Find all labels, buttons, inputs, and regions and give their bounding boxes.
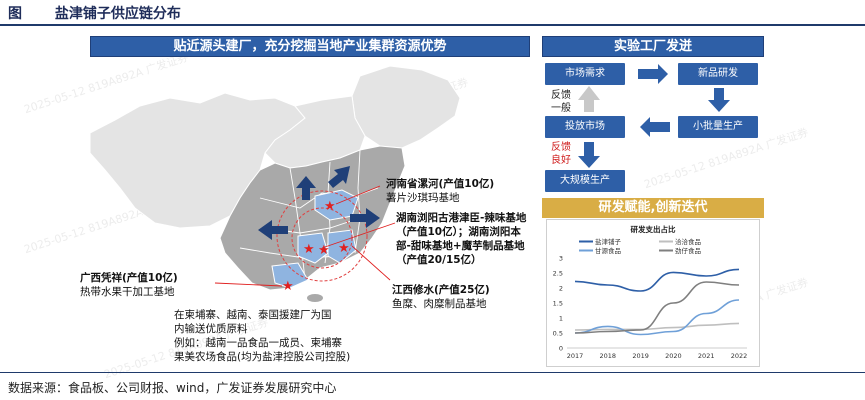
map-hunan-highlight [297,232,329,264]
star-icon-guangxi: ★ [282,279,294,294]
series-line [574,299,740,336]
hunan-annotation: 湖南浏阳古港津臣-辣味基地 （产值10亿）；湖南浏阳本 部-甜味基地+魔芋制品基… [396,211,526,267]
legend-label: 劲仔食品 [675,246,701,255]
hunan-line-4: （产值20/15亿） [396,254,482,266]
guangxi-title: 广西凭祥(产值10亿) [80,272,178,284]
top-rule [0,24,865,26]
arrow-north-icon [296,176,316,200]
x-tick-label: 2017 [567,352,584,360]
arrow-right-icon [638,64,668,84]
flow-mass-production: 大规模生产 [545,170,625,192]
arrow-east-icon [350,208,380,228]
feedback-good-line-1: 反馈 [551,142,571,153]
henan-title: 河南省漯河(产值10亿) [386,178,495,190]
x-tick-label: 2020 [665,352,682,360]
x-tick-label: 2019 [632,352,649,360]
feedback-normal-line-2: 一般 [551,103,571,114]
y-tick-label: 0.5 [553,330,563,338]
henan-desc: 薯片沙琪玛基地 [386,192,460,204]
arrow-down-blue-icon [578,142,600,168]
legend-label: 洽洽食品 [675,237,701,246]
rd-chart-frame: 研发支出占比 盐津铺子 洽洽食品甘源食品 劲仔食品 0 0.5 1 1.5 2 2.5 3 2017 2… [546,219,760,367]
sea-line-4: 果美农场食品(均为盐津控股公司控股) [174,351,351,363]
star-icon-henan: ★ [324,199,336,214]
right-banner: 实验工厂发迸 [542,36,764,57]
feedback-good-label: 反馈 良好 [551,141,571,167]
y-tick-label: 1.5 [553,300,563,308]
star-icon-hunan-1: ★ [303,242,315,257]
sea-line-3: 例如：越南一品食品一成员、柬埔寨 [174,337,342,349]
legend-label: 盐津铺子 [595,237,622,246]
x-tick-label: 2021 [698,352,715,360]
factory-stars: ★ ★ ★ ★ ★ [282,199,350,294]
star-icon-jiangxi: ★ [338,241,350,256]
bottom-rule [0,372,865,373]
guangxi-desc: 热带水果干加工基地 [80,286,175,298]
arrow-northeast-icon [328,166,350,188]
y-tick-label: 2.5 [553,270,563,278]
feedback-normal-line-1: 反馈 [551,90,571,101]
series-line [574,322,740,331]
x-tick-label: 2022 [731,352,748,360]
china-map: ★ ★ ★ ★ ★ [89,65,461,302]
y-tick-label: 0 [559,345,563,353]
southeast-asia-annotation: 在柬埔寨、越南、泰国援建厂为国 内输送优质原料 例如：越南一品食品一成员、柬埔寨… [174,308,350,364]
data-source: 数据来源：食品板、公司财报、wind，广发证券发展研究中心 [8,381,337,395]
flow-arrows [578,64,730,168]
sea-line-2: 内输送优质原料 [174,323,248,335]
sea-line-1: 在柬埔寨、越南、泰国援建厂为国 [174,309,332,321]
arrow-up-gray-icon [578,86,600,112]
feedback-normal-label: 反馈 一般 [551,89,571,115]
figure-title-text: 盐津铺子供应链分布 [54,6,181,22]
y-tick-label: 3 [559,255,563,263]
legend-label: 甘源食品 [595,246,621,255]
star-icon-hunan-2: ★ [318,243,330,258]
hunan-line-3: 部-甜味基地+魔芋制品基地 [396,240,525,252]
map-northeast-region [351,65,461,149]
hunan-line-2: （产值10亿）；湖南浏阳本 [396,226,521,238]
figure-title: 图 盐津铺子供应链分布 [8,3,181,23]
expansion-arrows [258,166,380,240]
pointer-lines [214,185,396,287]
y-tick-label: 2 [559,285,563,293]
arrow-west-icon [258,220,288,240]
henan-annotation: 河南省漯河(产值10亿) 薯片沙琪玛基地 [386,177,494,205]
jiangxi-desc: 鱼糜、肉糜制品基地 [392,298,487,310]
rd-banner: 研发赋能,创新迭代 [542,198,764,218]
cluster-circle [276,190,368,282]
series-line [574,268,740,292]
left-banner: 贴近源头建厂，充分挖掘当地产业集群资源优势 [90,36,530,57]
x-tick-label: 2018 [600,352,617,360]
guangxi-annotation: 广西凭祥(产值10亿) 热带水果干加工基地 [80,271,178,299]
figure-label: 图 [8,6,22,22]
y-tick-label: 1 [559,315,563,323]
chart-title: 研发支出占比 [631,224,676,234]
flow-launch-market: 投放市场 [545,116,625,138]
hunan-line-1: 湖南浏阳古港津臣-辣味基地 [396,212,527,224]
flow-small-batch: 小批量生产 [678,116,758,138]
flow-new-product-rd: 新品研发 [678,63,758,85]
map-jiangxi-highlight [327,229,357,264]
map-hainan [307,294,323,302]
arrow-down-icon [708,88,730,112]
feedback-good-line-2: 良好 [551,155,571,166]
series-line [574,281,740,334]
arrow-left-icon [640,117,670,137]
jiangxi-title: 江西修水(产值25亿) [392,284,490,296]
map-guangxi-highlight [271,262,309,289]
jiangxi-annotation: 江西修水(产值25亿) 鱼糜、肉糜制品基地 [392,283,490,311]
flow-market-demand: 市场需求 [545,63,625,85]
